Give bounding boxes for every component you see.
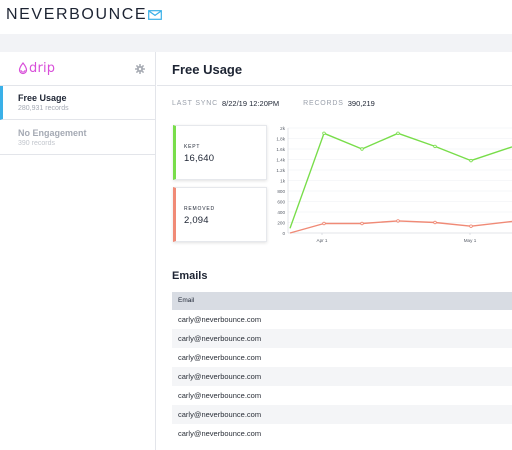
kept-stat-card: KEPT 16,640 xyxy=(173,125,267,180)
sidebar-item-no-engagement[interactable]: No Engagement 390 records xyxy=(0,121,156,155)
table-row[interactable]: carly@neverbounce.com xyxy=(178,391,262,400)
y-tick-label: 1k xyxy=(280,178,286,183)
main-header: Free Usage xyxy=(157,52,512,86)
table-row[interactable]: carly@neverbounce.com xyxy=(172,329,512,348)
data-point xyxy=(433,144,437,149)
table-row[interactable]: carly@neverbounce.com xyxy=(178,315,262,324)
sidebar-item-count: 390 records xyxy=(18,140,55,147)
data-point xyxy=(322,221,326,226)
emails-table: Email carly@neverbounce.com carly@neverbo… xyxy=(172,292,512,443)
y-tick-label: 600 xyxy=(277,199,285,204)
y-tick-label: 2k xyxy=(280,126,286,131)
y-tick-label: 1.8k xyxy=(276,136,285,141)
sidebar-item-label: Free Usage xyxy=(18,93,67,103)
top-bar: NEVERBOUNCE xyxy=(0,0,512,34)
data-point xyxy=(396,219,400,223)
kept-value: 16,640 xyxy=(184,153,215,164)
y-tick-label: 1.4k xyxy=(276,157,285,162)
drip-icon xyxy=(18,62,28,75)
emails-heading: Emails xyxy=(172,270,208,282)
usage-line-chart: 2k 1.8k 1.6k 1.4k 1.2k 1k 800 600 400 200 0 Apr 1 Ma… xyxy=(276,126,512,243)
series-line xyxy=(289,132,512,229)
kept-label: KEPT xyxy=(184,144,201,150)
drip-logo-text: drip xyxy=(29,61,56,76)
envelope-check-icon xyxy=(148,10,163,20)
sidebar-item-count: 280,931 records xyxy=(18,105,69,112)
gear-icon[interactable] xyxy=(135,64,145,74)
email-column-header[interactable]: Email xyxy=(172,292,512,310)
main-content: Free Usage LAST SYNC 8/22/19 12:20PM REC… xyxy=(157,52,512,450)
last-sync-value: 8/22/19 12:20PM xyxy=(221,99,280,108)
page-title: Free Usage xyxy=(172,62,243,77)
integration-panel: drip Free Usage 280,931 records No Engag… xyxy=(0,52,512,450)
sync-info: LAST SYNC 8/22/19 12:20PM RECORDS 390,21… xyxy=(172,99,399,108)
y-tick-label: 1.6k xyxy=(276,147,285,152)
logo-text: NEVERBOUNCE xyxy=(6,6,148,23)
sidebar: drip Free Usage 280,931 records No Engag… xyxy=(0,52,156,450)
table-row[interactable]: carly@neverbounce.com xyxy=(172,367,512,386)
table-row[interactable]: carly@neverbounce.com xyxy=(178,353,262,362)
table-row[interactable]: carly@neverbounce.com xyxy=(172,405,512,424)
x-tick-label: May 1 xyxy=(464,238,477,243)
removed-value: 2,094 xyxy=(184,215,209,226)
records-value: 390,219 xyxy=(347,99,375,108)
data-point xyxy=(469,224,473,228)
data-point xyxy=(433,220,437,225)
sidebar-header: drip xyxy=(0,52,156,86)
y-tick-label: 800 xyxy=(277,189,285,194)
records-label: RECORDS xyxy=(303,100,344,107)
table-row[interactable]: carly@neverbounce.com xyxy=(178,429,262,438)
data-point xyxy=(360,221,364,226)
neverbounce-logo[interactable]: NEVERBOUNCE xyxy=(6,6,163,24)
y-tick-label: 200 xyxy=(277,220,285,225)
y-tick-label: 400 xyxy=(277,210,285,215)
drip-logo: drip xyxy=(18,61,55,76)
data-point xyxy=(469,158,473,163)
x-tick-label: Apr 1 xyxy=(317,238,328,243)
sidebar-item-free-usage[interactable]: Free Usage 280,931 records xyxy=(0,86,156,120)
last-sync-label: LAST SYNC xyxy=(172,100,218,107)
removed-stat-card: REMOVED 2,094 xyxy=(173,187,267,242)
y-tick-label: 1.2k xyxy=(276,168,285,173)
sidebar-item-label: No Engagement xyxy=(18,128,87,138)
removed-label: REMOVED xyxy=(184,206,215,212)
data-point xyxy=(360,147,364,151)
y-tick-label: 0 xyxy=(282,231,285,236)
data-point xyxy=(396,131,400,135)
data-point xyxy=(322,131,326,135)
